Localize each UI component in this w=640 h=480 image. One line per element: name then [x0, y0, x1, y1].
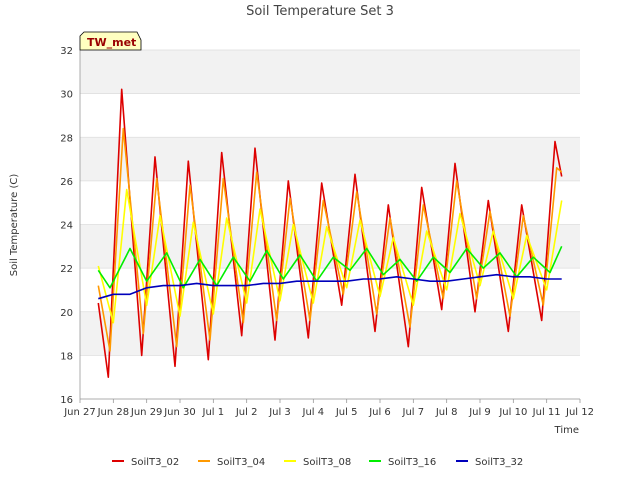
y-tick-label: 28 [60, 133, 73, 144]
legend-label: SoilT3_32 [475, 457, 523, 468]
y-tick-label: 24 [60, 221, 73, 232]
legend-item-SoilT3_02: SoilT3_02 [112, 457, 179, 468]
plot-band [80, 50, 580, 94]
legend: SoilT3_02 SoilT3_04 SoilT3_08 SoilT3_16 Soil… [112, 457, 523, 468]
x-tick-label: Jul 2 [235, 407, 258, 418]
x-tick-label: Jul 3 [268, 407, 291, 418]
x-tick-label: Jun 29 [130, 407, 163, 418]
y-tick-label: 22 [60, 264, 73, 275]
y-tick-label: 26 [60, 177, 73, 188]
x-tick-label: Jul 11 [532, 407, 561, 418]
legend-item-SoilT3_08: SoilT3_08 [284, 457, 351, 468]
y-tick-label: 16 [60, 395, 73, 406]
series-line-SoilT3_16 [97, 245, 563, 289]
y-tick-label: 18 [60, 351, 73, 362]
series-layer [97, 88, 563, 378]
legend-label: SoilT3_16 [388, 457, 436, 468]
x-tick-label: Jul 12 [565, 407, 594, 418]
y-tick-labels: 16 18 20 22 24 26 28 30 32 [60, 46, 73, 406]
legend-label: SoilT3_08 [303, 457, 351, 468]
chart-title: Soil Temperature Set 3 [246, 4, 394, 19]
x-tick-labels: Jun 27 Jun 28 Jun 29 Jun 30 Jul 1 Jul 2 Jul 3 J… [63, 399, 594, 418]
axes [79, 50, 580, 400]
x-tick-label: Jun 28 [97, 407, 130, 418]
site-label: TW_met [87, 36, 136, 49]
x-tick-label: Jul 10 [498, 407, 527, 418]
y-tick-label: 30 [60, 90, 73, 101]
legend-item-SoilT3_32: SoilT3_32 [456, 457, 523, 468]
site-label-badge: TW_met [79, 31, 142, 51]
x-tick-label: Jul 9 [468, 407, 491, 418]
y-axis-label: Soil Temperature (C) [9, 174, 20, 277]
legend-item-SoilT3_16: SoilT3_16 [369, 457, 436, 468]
x-tick-label: Jul 1 [202, 407, 225, 418]
x-tick-label: Jul 6 [368, 407, 391, 418]
plot-band [80, 137, 580, 181]
x-tick-label: Jul 8 [435, 407, 458, 418]
x-tick-label: Jul 4 [302, 407, 325, 418]
legend-item-SoilT3_04: SoilT3_04 [198, 457, 265, 468]
x-tick-label: Jul 5 [335, 407, 358, 418]
x-tick-label: Jun 30 [163, 407, 196, 418]
legend-label: SoilT3_04 [217, 457, 265, 468]
plot-band [80, 311, 580, 356]
grid-lines [80, 49, 580, 400]
x-tick-label: Jun 27 [63, 407, 96, 418]
y-tick-label: 32 [60, 46, 73, 57]
x-axis-label: Time [554, 425, 579, 436]
legend-label: SoilT3_02 [131, 457, 179, 468]
series-line-SoilT3_32 [98, 273, 562, 300]
y-tick-label: 20 [60, 308, 73, 319]
x-tick-label: Jul 7 [402, 407, 425, 418]
